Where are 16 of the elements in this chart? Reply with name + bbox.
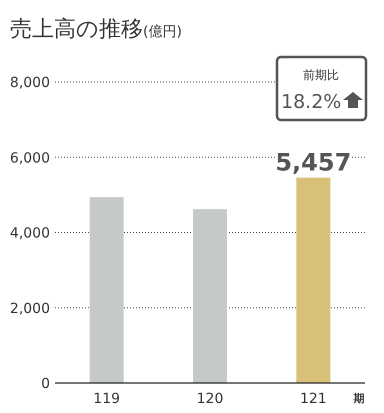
bar: [296, 178, 330, 383]
annotation: 18.2%: [281, 91, 342, 113]
y-tick-label: 0: [41, 376, 50, 392]
y-tick-label: 2,000: [10, 300, 50, 317]
x-axis-title: 期: [352, 392, 364, 405]
bar: [193, 209, 227, 383]
x-tick-label: 121: [300, 391, 327, 407]
x-tick-label: 119: [93, 391, 120, 407]
data-label: 5,457: [275, 148, 352, 177]
y-tick-label: 6,000: [10, 150, 50, 166]
y-tick-label: 4,000: [10, 226, 50, 242]
bar: [90, 197, 124, 383]
x-tick-label: 120: [196, 391, 224, 407]
y-tick-label: 8,000: [10, 75, 50, 91]
annotation: 前期比: [303, 68, 339, 82]
chart-subtitle: (億円): [143, 24, 182, 40]
